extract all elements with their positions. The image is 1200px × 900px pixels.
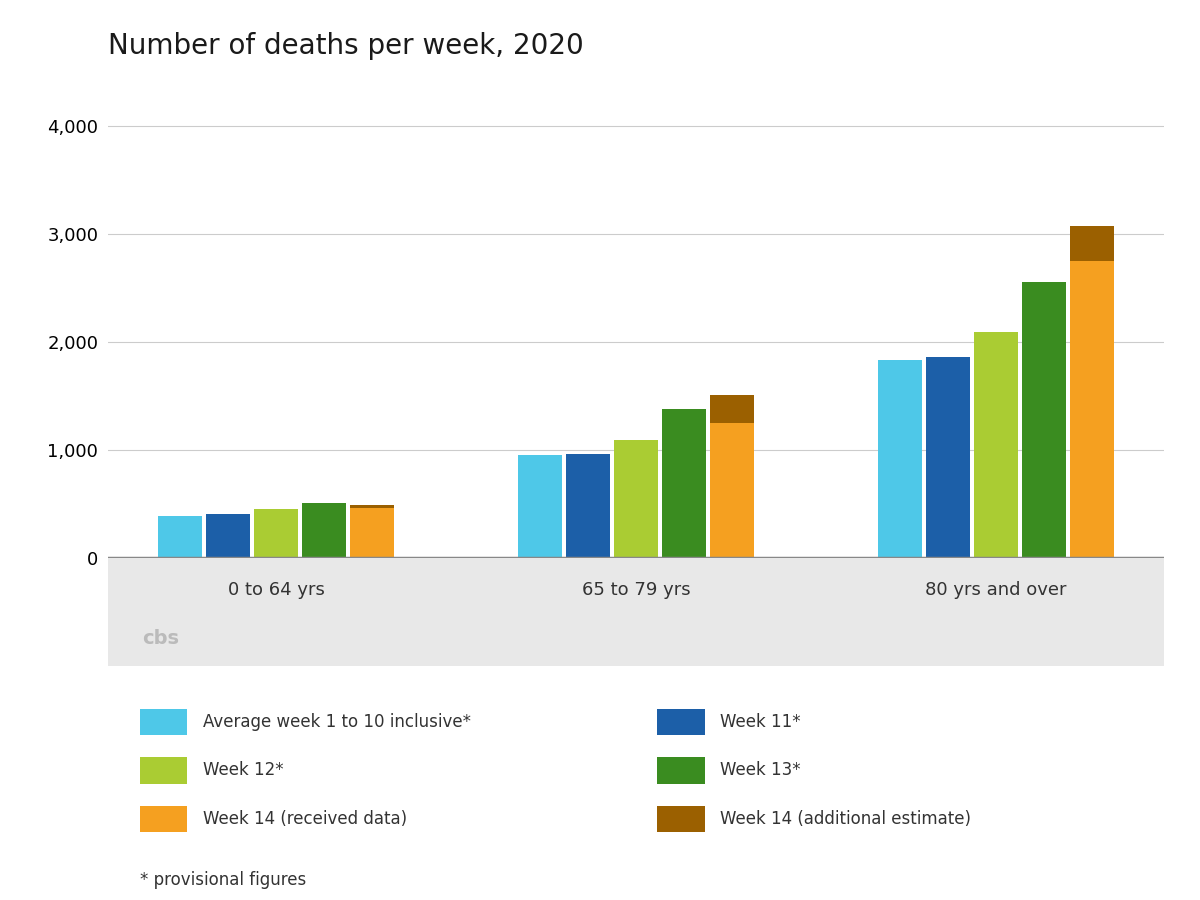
Bar bbox=[139, 757, 187, 784]
Bar bbox=[566, 454, 610, 558]
Bar bbox=[614, 440, 658, 558]
Bar bbox=[302, 503, 346, 558]
Bar bbox=[1070, 261, 1114, 558]
Bar bbox=[878, 360, 922, 558]
Text: 65 to 79 yrs: 65 to 79 yrs bbox=[582, 581, 690, 599]
Bar bbox=[206, 514, 250, 558]
Text: Week 14 (additional estimate): Week 14 (additional estimate) bbox=[720, 810, 972, 828]
Bar bbox=[974, 332, 1018, 558]
Bar bbox=[1070, 227, 1114, 261]
Bar bbox=[350, 505, 394, 508]
Text: Week 12*: Week 12* bbox=[203, 761, 283, 779]
Bar bbox=[350, 508, 394, 558]
Text: Average week 1 to 10 inclusive*: Average week 1 to 10 inclusive* bbox=[203, 713, 472, 731]
Text: Number of deaths per week, 2020: Number of deaths per week, 2020 bbox=[108, 32, 583, 59]
Text: Week 13*: Week 13* bbox=[720, 761, 802, 779]
Text: Week 11*: Week 11* bbox=[720, 713, 802, 731]
Text: cbs: cbs bbox=[143, 629, 179, 649]
Bar bbox=[658, 806, 704, 832]
Bar bbox=[710, 423, 754, 558]
Text: Week 14 (received data): Week 14 (received data) bbox=[203, 810, 407, 828]
Bar bbox=[710, 395, 754, 423]
Bar bbox=[1022, 282, 1066, 558]
Bar bbox=[518, 455, 562, 558]
Text: 80 yrs and over: 80 yrs and over bbox=[925, 581, 1067, 599]
Bar bbox=[254, 509, 298, 558]
Bar bbox=[139, 708, 187, 735]
Bar bbox=[658, 757, 704, 784]
Bar bbox=[658, 708, 704, 735]
Text: * provisional figures: * provisional figures bbox=[139, 871, 306, 889]
Bar bbox=[158, 516, 202, 558]
Bar bbox=[926, 357, 970, 558]
Bar bbox=[662, 409, 706, 558]
Bar bbox=[139, 806, 187, 832]
Text: 0 to 64 yrs: 0 to 64 yrs bbox=[228, 581, 324, 599]
